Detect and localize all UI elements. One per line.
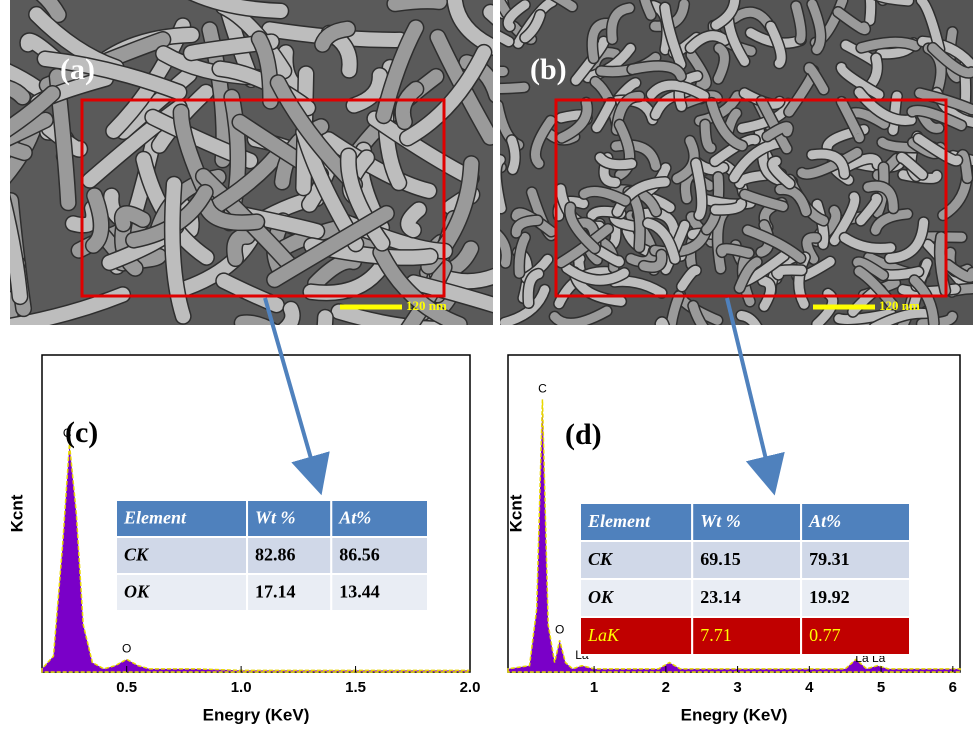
nanotube <box>512 140 515 169</box>
nanotube <box>0 85 23 97</box>
nanotube <box>940 237 945 291</box>
table-value: 23.14 <box>700 587 741 607</box>
table-value: CK <box>588 549 614 569</box>
x-tick-label: 5 <box>877 679 885 696</box>
x-tick-label: 4 <box>805 679 814 696</box>
x-tick-label: 1.5 <box>345 679 366 696</box>
x-axis-label: Enegry (KeV) <box>203 705 310 724</box>
table-header: Element <box>123 508 187 528</box>
nanotube <box>777 270 802 275</box>
x-tick-label: 3 <box>733 679 741 696</box>
panel-label: (b) <box>530 53 567 86</box>
scale-label: 120 nm <box>879 298 920 313</box>
x-tick-label: 1 <box>590 679 598 696</box>
panel-label: (c) <box>65 416 98 449</box>
y-axis-label: Kcnt <box>7 494 26 532</box>
table-value: LaK <box>587 625 620 645</box>
table-value: 79.31 <box>809 549 850 569</box>
x-tick-label: 0.5 <box>116 679 137 696</box>
nanotube <box>660 322 667 347</box>
table-value: CK <box>124 545 150 565</box>
peak-label: C <box>538 382 547 396</box>
nanotube <box>496 160 501 209</box>
table-value: 19.92 <box>809 587 850 607</box>
table-value: 82.86 <box>255 545 295 565</box>
table-header: At% <box>338 508 371 528</box>
nanotube <box>498 235 507 263</box>
nanotube <box>861 42 915 47</box>
nanotube <box>408 210 419 230</box>
table-value: 0.77 <box>809 625 841 645</box>
scale-label: 120 nm <box>406 298 447 313</box>
peak-label: O <box>122 641 131 655</box>
charts: 0.5 1.0 1.5 2.0 C O Enegry (KeV) Kcnt (c) Element… <box>7 355 960 724</box>
table-value: 13.44 <box>339 582 380 602</box>
nanotube <box>660 322 667 347</box>
table-value: 86.56 <box>339 545 380 565</box>
x-tick-label: 6 <box>949 679 957 696</box>
table-value: 17.14 <box>255 582 295 602</box>
nanotube <box>287 317 326 419</box>
table-header: Wt % <box>255 508 296 528</box>
nanotube <box>796 6 801 39</box>
table-header: At% <box>808 511 841 531</box>
table-header: Wt % <box>700 511 741 531</box>
panel-label: (a) <box>60 53 95 86</box>
nanotube <box>395 1 440 4</box>
x-tick-label: 2 <box>662 679 670 696</box>
panel-label: (d) <box>565 418 602 451</box>
peak-label: O <box>555 622 564 636</box>
table-value: OK <box>124 582 151 602</box>
nanotube <box>0 299 11 343</box>
y-axis-label: Kcnt <box>506 494 525 532</box>
nanotube <box>722 249 749 253</box>
x-axis-label: Enegry (KeV) <box>681 705 788 724</box>
table-value: 69.15 <box>700 549 741 569</box>
table-value: 7.71 <box>700 625 732 645</box>
table-header: Element <box>587 511 651 531</box>
nanotube <box>93 196 101 246</box>
x-tick-label: 2.0 <box>460 679 481 696</box>
nanotube <box>287 317 326 419</box>
x-tick-label: 1.0 <box>231 679 252 696</box>
table-value: OK <box>588 587 615 607</box>
nanotube <box>0 299 11 343</box>
